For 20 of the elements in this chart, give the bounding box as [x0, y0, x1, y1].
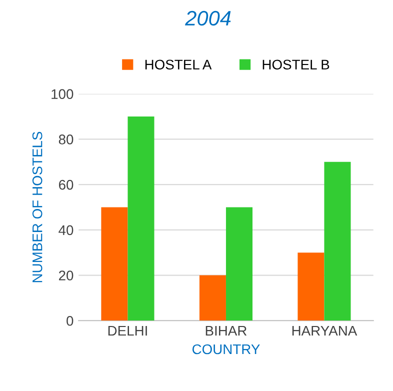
x-axis-title: COUNTRY — [192, 344, 260, 354]
legend-label: HOSTEL A — [145, 60, 212, 70]
bar — [101, 207, 128, 321]
y-tick-label: 100 — [52, 89, 74, 100]
bar — [298, 252, 324, 321]
y-tick-label: 40 — [58, 225, 74, 236]
bar — [199, 275, 226, 321]
bar — [226, 207, 253, 321]
y-tick-label: 60 — [58, 180, 74, 190]
bar — [324, 162, 351, 321]
y-axis-title: NUMBER OF HOSTELS — [32, 132, 42, 282]
x-tick-label: HARYANA — [292, 326, 358, 336]
chart-title: 2004 — [184, 10, 231, 26]
y-tick-label: 0 — [66, 316, 74, 326]
x-tick-label: BIHAR — [206, 326, 247, 336]
bar — [128, 116, 154, 321]
x-tick-label: DELHI — [108, 326, 147, 336]
legend-label: HOSTEL B — [262, 60, 330, 70]
y-tick-label: 20 — [58, 270, 74, 280]
y-tick-label: 80 — [58, 134, 74, 144]
